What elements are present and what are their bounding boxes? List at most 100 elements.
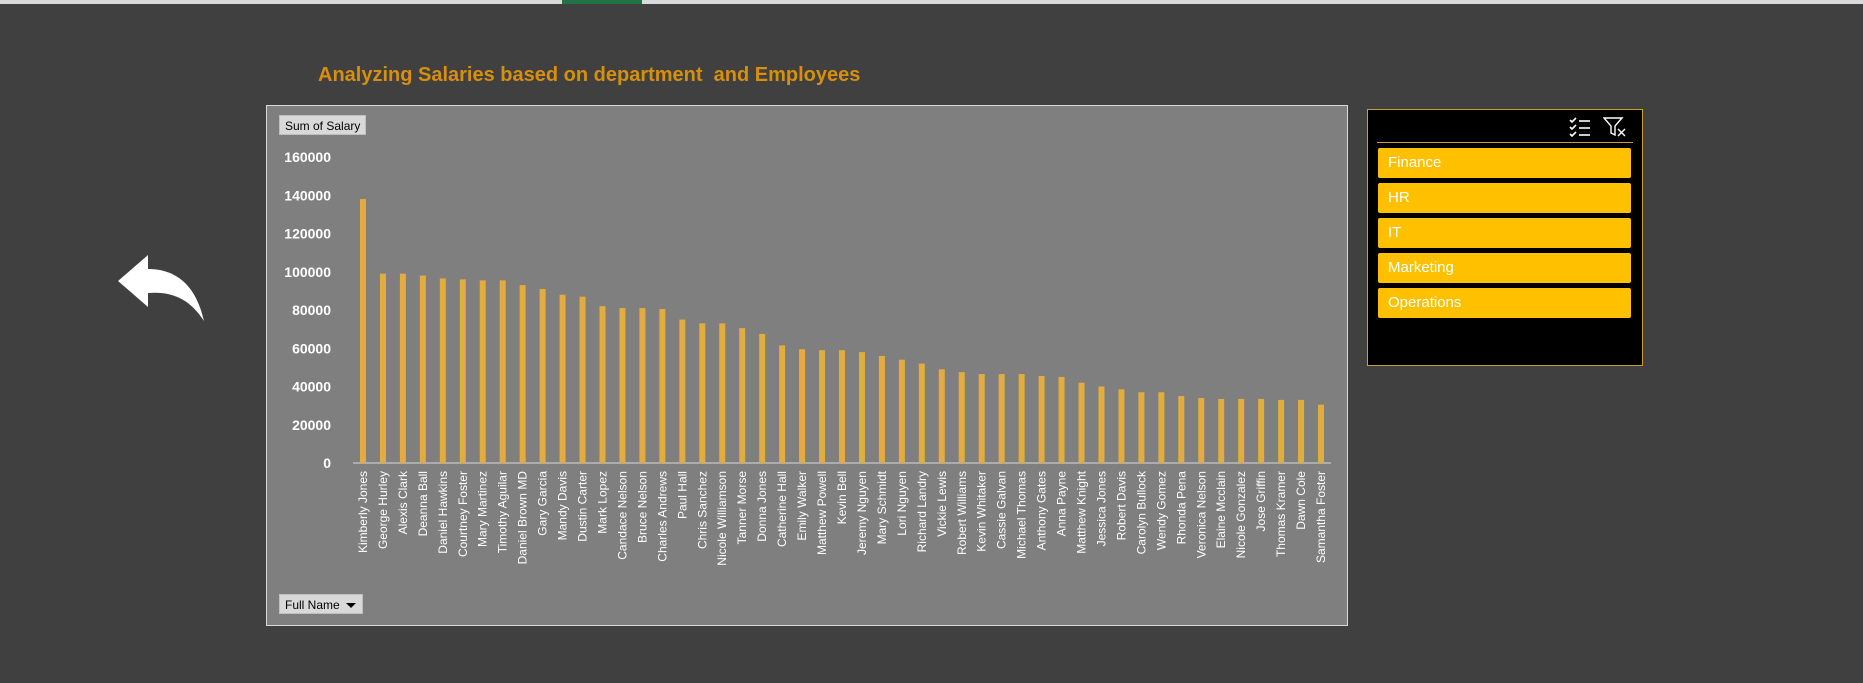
bar[interactable] [858, 352, 865, 463]
bar[interactable] [819, 350, 826, 463]
y-tick-label: 40000 [292, 379, 331, 395]
x-tick-label: Kimberly Jones [356, 471, 370, 553]
bar[interactable] [1238, 398, 1245, 463]
y-tick-label: 160000 [284, 149, 331, 165]
bar[interactable] [978, 374, 985, 463]
bar[interactable] [898, 359, 905, 463]
bar[interactable] [1318, 404, 1325, 463]
x-tick-label: Daniel Brown MD [516, 471, 530, 565]
x-tick-label: Chris Sanchez [695, 471, 709, 549]
bar[interactable] [739, 328, 746, 463]
x-tick-label: Paul Hall [675, 471, 689, 519]
bar[interactable] [958, 372, 965, 463]
bar[interactable] [1058, 376, 1065, 463]
x-tick-label: Robert Davis [1114, 471, 1128, 540]
x-tick-label: Nicole Gonzalez [1234, 471, 1248, 558]
x-tick-label: Emily Walker [795, 471, 809, 541]
bar[interactable] [679, 319, 686, 463]
bar[interactable] [918, 363, 925, 463]
bar[interactable] [938, 369, 945, 463]
bar[interactable] [1198, 397, 1205, 463]
bar[interactable] [439, 278, 446, 463]
bar[interactable] [379, 273, 386, 463]
bar[interactable] [719, 323, 726, 463]
bar[interactable] [1038, 375, 1045, 463]
bar[interactable] [1258, 398, 1265, 463]
bar[interactable] [399, 273, 406, 463]
bar[interactable] [1178, 396, 1185, 463]
x-tick-label: Tanner Morse [735, 471, 749, 545]
bar[interactable] [998, 374, 1005, 463]
x-tick-label: Jose Griffin [1254, 471, 1268, 531]
bar[interactable] [1098, 386, 1105, 464]
bar[interactable] [359, 199, 366, 463]
x-tick-label: Mandy Davis [556, 471, 570, 540]
bar[interactable] [639, 308, 646, 463]
x-tick-label: Jeremy Nguyen [855, 471, 869, 555]
department-slicer[interactable]: Finance HR IT Marketing Operations [1367, 109, 1643, 366]
x-tick-label: Timothy Aguilar [496, 471, 510, 553]
axis-field-dropdown[interactable]: Full Name [279, 594, 363, 614]
bar[interactable] [1138, 392, 1145, 463]
y-tick-label: 0 [323, 455, 331, 471]
salary-bar-chart[interactable]: 0 20000 40000 60000 80000 100000 120000 140000 1… [266, 105, 1348, 626]
bar[interactable] [1158, 392, 1165, 463]
bar[interactable] [839, 350, 845, 463]
x-tick-label: Lori Nguyen [895, 471, 909, 536]
bar[interactable] [479, 280, 486, 463]
slicer-item-operations[interactable]: Operations [1378, 288, 1631, 318]
x-tick-label: Mary Schmidt [875, 470, 889, 544]
bar[interactable] [559, 294, 566, 463]
clear-filter-icon[interactable] [1603, 116, 1627, 138]
x-tick-label: Daniel Hawkins [436, 471, 450, 554]
x-tick-label: Dustin Carter [576, 471, 590, 542]
bar[interactable] [699, 323, 706, 463]
slicer-item-marketing[interactable]: Marketing [1378, 253, 1631, 283]
y-tick-label: 120000 [284, 226, 331, 242]
bar[interactable] [599, 306, 606, 463]
bar[interactable] [619, 308, 626, 463]
bar[interactable] [799, 349, 806, 463]
bar[interactable] [499, 280, 506, 463]
bar[interactable] [1118, 389, 1125, 463]
y-tick-label: 80000 [292, 302, 331, 318]
dropdown-arrow-icon [345, 603, 356, 608]
y-tick-label: 20000 [292, 417, 331, 433]
slicer-item-it[interactable]: IT [1378, 218, 1631, 248]
x-tick-label: Deanna Ball [416, 471, 430, 536]
x-tick-label: Rhonda Pena [1174, 471, 1188, 545]
x-tick-label: Nicole Williamson [715, 471, 729, 566]
x-tick-label: Candace Nelson [615, 471, 629, 560]
bar[interactable] [1078, 382, 1085, 463]
x-tick-label: Jessica Jones [1094, 471, 1108, 546]
x-tick-label: Thomas Kramer [1274, 471, 1288, 557]
multi-select-icon[interactable] [1568, 116, 1592, 138]
y-tick-label: 60000 [292, 340, 331, 356]
bar[interactable] [1018, 374, 1025, 463]
slicer-item-hr[interactable]: HR [1378, 183, 1631, 213]
bar[interactable] [419, 275, 426, 463]
bar[interactable] [1278, 399, 1285, 463]
x-tick-label: Dawn Cole [1294, 471, 1308, 530]
bar[interactable] [519, 285, 526, 463]
x-tick-label: Vickie Lewis [935, 471, 949, 537]
sheet-header-strip [0, 0, 1863, 4]
bar[interactable] [1298, 399, 1305, 463]
x-tick-label: Charles Andrews [655, 471, 669, 562]
x-tick-label: Courtney Foster [456, 471, 470, 557]
x-tick-label: Samantha Foster [1314, 471, 1328, 563]
bar[interactable] [579, 296, 586, 463]
bar[interactable] [539, 288, 546, 463]
x-tick-label: Anna Payne [1055, 471, 1069, 537]
back-arrow-icon[interactable] [118, 255, 204, 321]
x-tick-label: Bruce Nelson [635, 471, 649, 543]
bar[interactable] [659, 309, 666, 463]
bar[interactable] [779, 345, 786, 463]
bar[interactable] [759, 333, 766, 463]
bar[interactable] [1218, 398, 1225, 463]
x-tick-label: Cassie Galvan [995, 471, 1009, 549]
slicer-item-finance[interactable]: Finance [1378, 148, 1631, 178]
value-field-button[interactable]: Sum of Salary [279, 115, 367, 135]
bar[interactable] [878, 355, 885, 463]
bar[interactable] [459, 279, 466, 463]
